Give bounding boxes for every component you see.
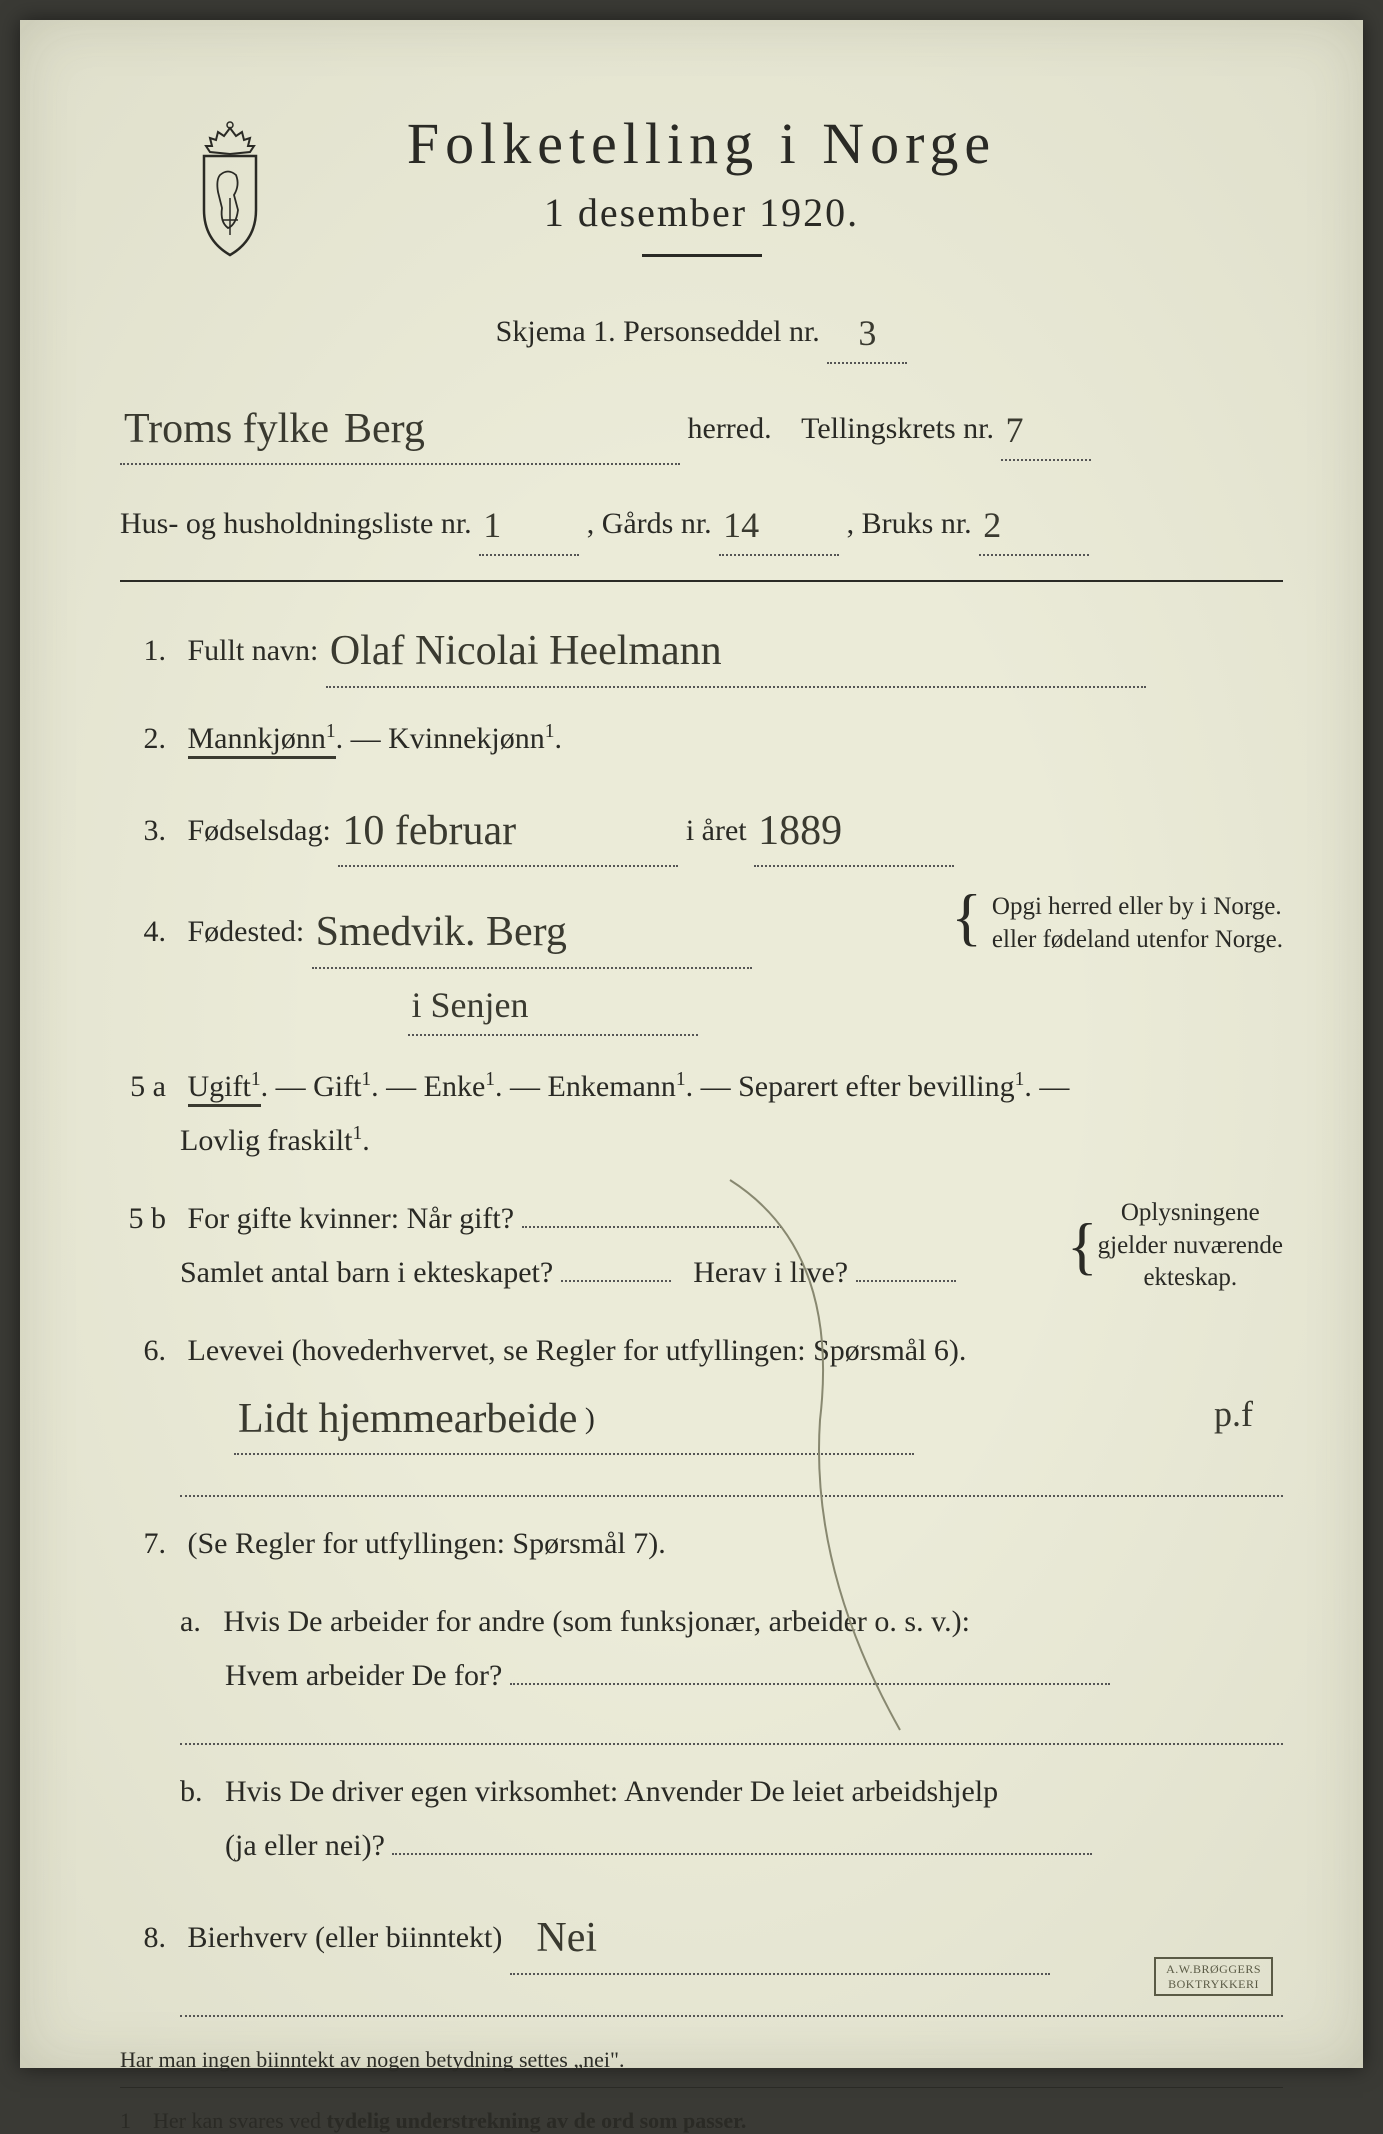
- schema-line: Skjema 1. Personseddel nr. 3: [120, 297, 1283, 364]
- q7b-num: b.: [180, 1775, 203, 1808]
- schema-value: 3: [858, 313, 876, 353]
- q2-line: 2. Mannkjønn1. — Kvinnekjønn1.: [120, 712, 1283, 766]
- footer-divider: [120, 2087, 1283, 2088]
- q8-label: Bierhverv (eller biinntekt): [188, 1921, 503, 1954]
- bruks-label: , Bruks nr.: [847, 507, 972, 540]
- q6-line: 6. Levevei (hovederhvervet, se Regler fo…: [120, 1324, 1283, 1456]
- fylke-value: Troms fylke: [124, 406, 329, 452]
- q3-year-value: 1889: [758, 808, 842, 854]
- q3-day-value: 10 februar: [342, 808, 516, 854]
- q7a-line: a. Hvis De arbeider for andre (som funks…: [180, 1595, 1283, 1703]
- q7a-label2: Hvem arbeider De for?: [225, 1659, 502, 1692]
- q6-value: Lidt hjemmearbeide: [238, 1396, 577, 1442]
- q5a-num: 5 a: [120, 1060, 166, 1114]
- hus-label: Hus- og husholdningsliste nr.: [120, 507, 472, 540]
- q2-opt1: Mannkjønn1: [188, 722, 336, 759]
- document-title: Folketelling i Norge: [120, 110, 1283, 177]
- q2-num: 2.: [120, 712, 166, 766]
- q7b-line: b. Hvis De driver egen virksomhet: Anven…: [180, 1765, 1283, 1873]
- q7-num: 7.: [120, 1517, 166, 1571]
- q7b-label2: (ja eller nei)?: [225, 1829, 385, 1862]
- q6-num: 6.: [120, 1324, 166, 1378]
- q3-label: Fødselsdag:: [188, 814, 331, 847]
- q5a-opt5: Separert efter bevilling1: [738, 1070, 1024, 1103]
- tellingskrets-label: Tellingskrets nr.: [801, 412, 994, 445]
- q6-mark: p.f: [1214, 1382, 1253, 1447]
- q5a-opt4: Enkemann1: [548, 1070, 686, 1103]
- q5a-line: 5 a Ugift1. — Gift1. — Enke1. — Enkemann…: [120, 1060, 1283, 1168]
- document-subtitle: 1 desember 1920.: [120, 189, 1283, 236]
- printer-stamp: A.W.BRØGGERSBOKTRYKKERI: [1154, 1957, 1273, 1996]
- bruks-value: 2: [983, 505, 1001, 545]
- schema-label: Skjema 1. Personseddel nr.: [496, 315, 820, 348]
- q5a-opt6: Lovlig fraskilt1: [180, 1124, 362, 1157]
- q7a-num: a.: [180, 1605, 201, 1638]
- blank-line-2: [180, 1743, 1283, 1745]
- q4-value: Smedvik. Berg: [316, 909, 567, 955]
- q5b-line: 5 b For gifte kvinner: Når gift? Samlet …: [120, 1192, 1283, 1300]
- q8-value: Nei: [536, 1915, 597, 1961]
- document-header: Folketelling i Norge 1 desember 1920.: [120, 110, 1283, 257]
- q4-value2: i Senjen: [412, 985, 529, 1025]
- q4-num: 4.: [120, 905, 166, 959]
- tellingskrets-value: 7: [1005, 410, 1023, 450]
- q3-line: 3. Fødselsdag: 10 februar i året 1889: [120, 790, 1283, 868]
- q4-note-text: Opgi herred eller by i Norge. eller føde…: [992, 891, 1283, 956]
- footer-note: Har man ingen biinntekt av nogen betydni…: [120, 2047, 1283, 2073]
- herred-line: Troms fylke Berg herred. Tellingskrets n…: [120, 388, 1283, 466]
- q8-line: 8. Bierhverv (eller biinntekt) Nei: [120, 1897, 1283, 1975]
- gards-value: 14: [723, 505, 759, 545]
- q1-line: 1. Fullt navn: Olaf Nicolai Heelmann: [120, 610, 1283, 688]
- herred-label: herred.: [688, 412, 772, 445]
- q3-mid: i året: [686, 814, 747, 847]
- q5b-label2: Samlet antal barn i ekteskapet?: [180, 1256, 553, 1289]
- q2-dash: —: [351, 722, 389, 755]
- crest-svg: [180, 120, 280, 260]
- q4-label: Fødested:: [188, 915, 305, 948]
- q4-line: 4. Fødested: Smedvik. Berg i Senjen { Op…: [120, 891, 1283, 1035]
- blank-line-3: [180, 2015, 1283, 2017]
- hus-value: 1: [483, 505, 501, 545]
- q5a-opt1: Ugift1: [188, 1070, 261, 1107]
- q4-note: {: [951, 891, 982, 942]
- q1-num: 1.: [120, 624, 166, 678]
- q2-opt2: Kvinnekjønn1: [388, 722, 554, 755]
- q1-value: Olaf Nicolai Heelmann: [330, 628, 722, 674]
- q8-num: 8.: [120, 1911, 166, 1965]
- herred-value: Berg: [344, 406, 425, 452]
- footnote-1: 1 Her kan svares ved tydelig understrekn…: [120, 2108, 1283, 2134]
- gards-label: , Gårds nr.: [587, 507, 712, 540]
- q7-line: 7. (Se Regler for utfyllingen: Spørsmål …: [120, 1517, 1283, 1571]
- q3-num: 3.: [120, 804, 166, 858]
- q1-label: Fullt navn:: [188, 634, 319, 667]
- footnote-text: Her kan svares ved tydelig understreknin…: [153, 2108, 746, 2133]
- q7-label: (Se Regler for utfyllingen: Spørsmål 7).: [188, 1527, 666, 1560]
- q5b-note: { Oplysningene gjelder nuværende ekteska…: [1067, 1197, 1283, 1295]
- title-underline: [642, 254, 762, 257]
- q7b-label1: Hvis De driver egen virksomhet: Anvender…: [225, 1775, 998, 1808]
- section-divider: [120, 580, 1283, 582]
- q5a-opt3: Enke1: [424, 1070, 495, 1103]
- blank-line-1: [180, 1495, 1283, 1497]
- q5b-label1: For gifte kvinner: Når gift?: [188, 1202, 515, 1235]
- hus-line: Hus- og husholdningsliste nr. 1 , Gårds …: [120, 489, 1283, 556]
- q5b-num: 5 b: [120, 1192, 166, 1246]
- census-form-document: Folketelling i Norge 1 desember 1920. Sk…: [20, 20, 1363, 2068]
- coat-of-arms-icon: [180, 120, 280, 260]
- q6-label: Levevei (hovederhvervet, se Regler for u…: [188, 1334, 967, 1367]
- q5b-label3: Herav i live?: [693, 1256, 848, 1289]
- q5a-opt2: Gift1: [313, 1070, 371, 1103]
- q7a-label1: Hvis De arbeider for andre (som funksjon…: [223, 1605, 970, 1638]
